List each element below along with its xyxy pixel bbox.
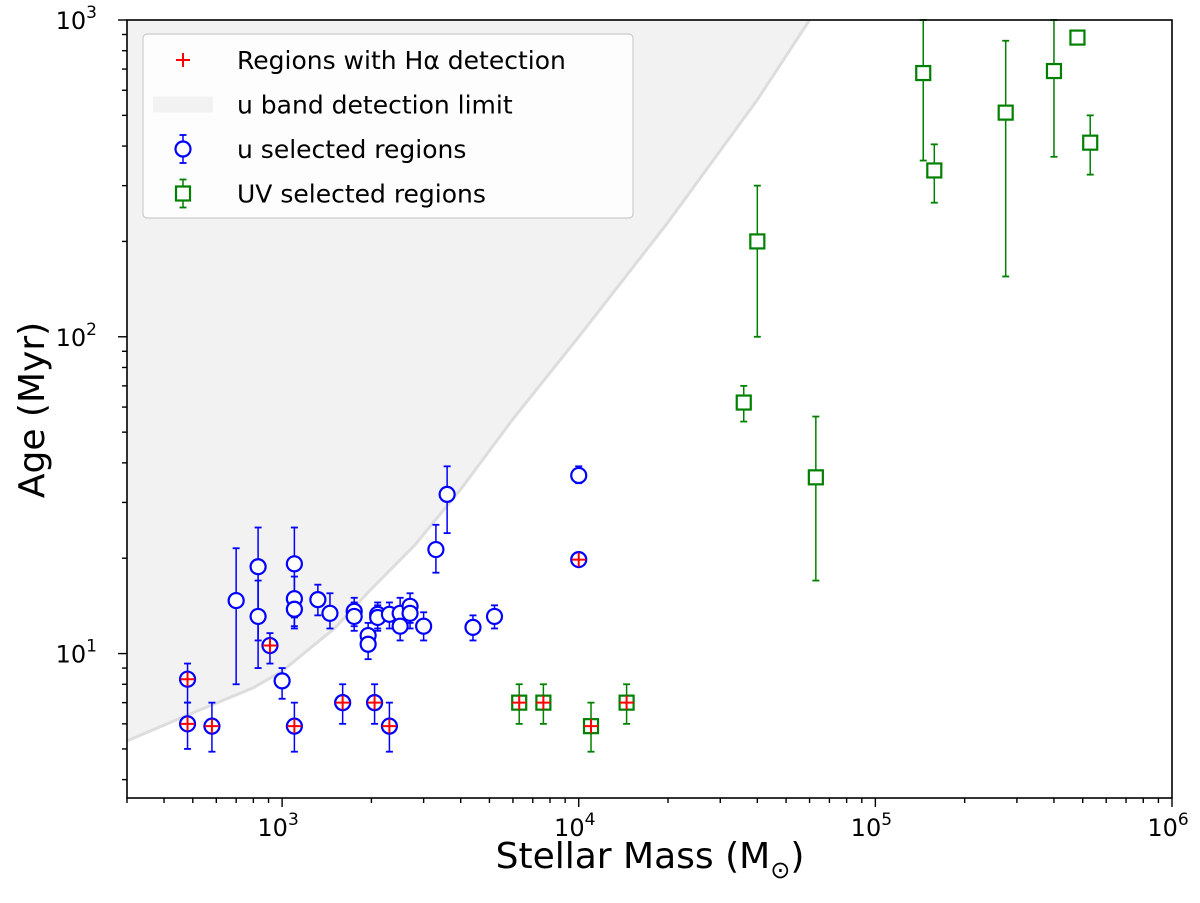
u-selected-point	[309, 591, 327, 609]
uv-selected-point	[1082, 134, 1099, 151]
y-tick-label: 101	[56, 637, 97, 669]
halpha-detection-point	[262, 638, 277, 653]
x-tick-label: 104	[554, 810, 595, 842]
legend-label: Regions with Hα detection	[237, 46, 566, 75]
u-selected-point	[415, 617, 433, 635]
halpha-detection-point	[382, 719, 397, 734]
data-marks	[178, 19, 1099, 753]
plot-frame	[126, 19, 1173, 799]
uv-selected-point	[1069, 29, 1086, 46]
x-tick-label: 103	[257, 810, 298, 842]
uv-selected-point	[749, 233, 766, 250]
u-selected-point	[285, 600, 303, 618]
x-axis-label-subscript: ⊙	[770, 856, 790, 884]
uv-selected-point	[1045, 62, 1063, 80]
halpha-detection-point	[571, 552, 586, 567]
u-selected-point	[485, 607, 504, 626]
halpha-detection-point	[367, 695, 382, 710]
legend-label: u selected regions	[237, 135, 466, 164]
halpha-detection-point	[180, 716, 195, 731]
halpha-detection-point	[180, 672, 195, 687]
u-selected-point	[391, 617, 409, 635]
u-selected-point	[249, 558, 267, 576]
y-axis-label: Age (Myr)	[12, 322, 53, 498]
halpha-detection-point	[335, 695, 350, 710]
legend-label: UV selected regions	[237, 180, 486, 209]
uv-selected-point	[997, 104, 1014, 121]
halpha-detection-point	[584, 719, 599, 734]
halpha-detection-point	[619, 695, 634, 710]
halpha-detection-point	[204, 719, 219, 734]
y-tick-label: 102	[56, 320, 97, 352]
x-tick-label: 106	[1147, 810, 1188, 842]
detection-limit-line	[126, 19, 811, 743]
legend-label: u band detection limit	[237, 91, 513, 120]
legend-plus-icon	[176, 53, 190, 67]
legend-box	[142, 33, 634, 219]
legend: Regions with Hα detection u band detectio…	[142, 33, 634, 219]
x-tick-label: 105	[851, 810, 892, 842]
halpha-detection-point	[512, 695, 527, 710]
u-selected-point	[438, 485, 456, 504]
u-selected-point	[427, 540, 445, 559]
legend-circle-icon	[174, 140, 192, 158]
x-axis-label: Stellar Mass (M⊙)	[496, 836, 805, 884]
legend-square-icon	[174, 185, 192, 202]
uv-selected-point	[807, 469, 824, 486]
u-selected-point	[345, 607, 363, 626]
u-selected-point	[570, 466, 588, 485]
u-selected-point	[285, 555, 303, 573]
uv-selected-point	[915, 64, 932, 82]
halpha-detection-point	[287, 719, 302, 734]
u-selected-point	[273, 672, 291, 690]
u-selected-point	[359, 635, 377, 653]
y-tick-label: 103	[56, 3, 97, 35]
u-selected-point	[464, 618, 482, 636]
u-selected-point	[321, 604, 339, 622]
axis-ticks	[118, 19, 1173, 807]
tick-labels: 103 104 105 106 101 102 103	[56, 3, 1189, 842]
x-axis-label-close: )	[790, 836, 804, 877]
u-selected-point	[249, 607, 267, 626]
legend-band-icon	[153, 96, 213, 113]
u-selected-point	[227, 591, 245, 610]
u-selected-point	[401, 604, 419, 622]
halpha-detection-point	[536, 695, 551, 710]
uv-selected-point	[926, 162, 943, 179]
uv-selected-point	[735, 394, 752, 411]
